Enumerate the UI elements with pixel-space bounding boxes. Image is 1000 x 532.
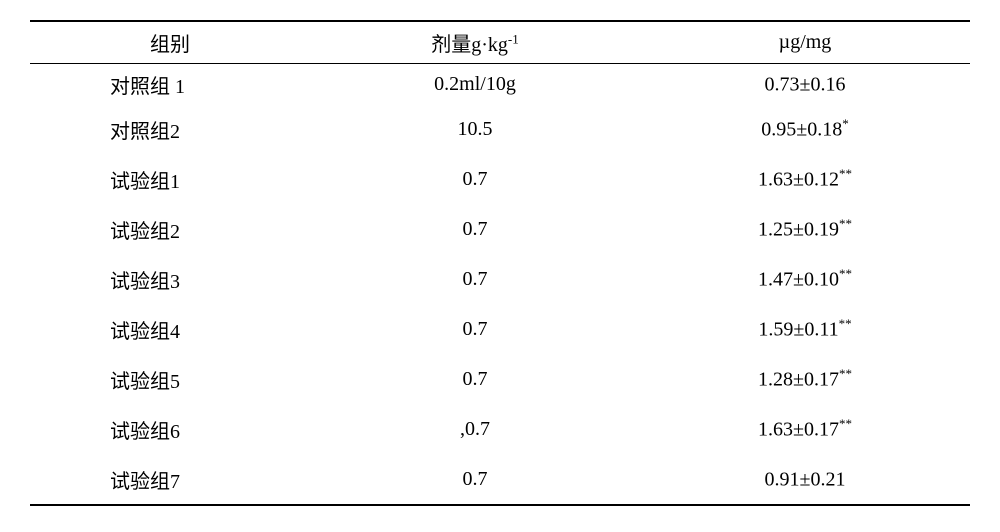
cell-dose: 0.7 xyxy=(310,304,640,354)
table-row: 对照组210.50.95±0.18* xyxy=(30,104,970,154)
cell-dose: 0.7 xyxy=(310,154,640,204)
cell-result: 0.95±0.18* xyxy=(640,104,970,154)
significance-marker: ** xyxy=(839,416,852,431)
col-header-group: 组别 xyxy=(30,21,310,64)
cell-dose: 0.7 xyxy=(310,204,640,254)
cell-group: 试验组3 xyxy=(30,254,310,304)
result-value: 1.59±0.11 xyxy=(758,319,838,341)
cell-result: 1.63±0.17** xyxy=(640,404,970,454)
cell-result: 0.73±0.16 xyxy=(640,64,970,105)
cell-dose: 0.7 xyxy=(310,354,640,404)
result-value: 1.47±0.10 xyxy=(758,269,839,291)
cell-group: 试验组5 xyxy=(30,354,310,404)
table-row: 试验组20.71.25±0.19** xyxy=(30,204,970,254)
cell-group: 对照组 1 xyxy=(30,64,310,105)
result-value: 1.28±0.17 xyxy=(758,369,839,391)
cell-group: 试验组4 xyxy=(30,304,310,354)
cell-group: 试验组2 xyxy=(30,204,310,254)
cell-result: 0.91±0.21 xyxy=(640,454,970,505)
col-header-dose: 剂量g·kg-1 xyxy=(310,21,640,64)
cell-result: 1.47±0.10** xyxy=(640,254,970,304)
result-value: 0.91±0.21 xyxy=(765,469,846,491)
cell-dose: 10.5 xyxy=(310,104,640,154)
significance-marker: ** xyxy=(839,166,852,181)
cell-group: 试验组1 xyxy=(30,154,310,204)
result-value: 1.63±0.17 xyxy=(758,419,839,441)
cell-result: 1.28±0.17** xyxy=(640,354,970,404)
table-row: 试验组70.7 0.91±0.21 xyxy=(30,454,970,505)
table-row: 试验组40.71.59±0.11** xyxy=(30,304,970,354)
table-row: 对照组 10.2ml/10g 0.73±0.16 xyxy=(30,64,970,105)
dose-label: 剂量g·kg xyxy=(431,34,508,56)
significance-marker: * xyxy=(842,116,849,131)
table-row: 试验组50.71.28±0.17** xyxy=(30,354,970,404)
result-value: 0.95±0.18 xyxy=(761,119,842,141)
data-table: 组别 剂量g·kg-1 µg/mg 对照组 10.2ml/10g 0.73±0.1… xyxy=(30,20,970,506)
table-row: 试验组30.71.47±0.10** xyxy=(30,254,970,304)
cell-dose: 0.7 xyxy=(310,254,640,304)
cell-result: 1.63±0.12** xyxy=(640,154,970,204)
cell-result: 1.59±0.11** xyxy=(640,304,970,354)
header-row: 组别 剂量g·kg-1 µg/mg xyxy=(30,21,970,64)
significance-marker: ** xyxy=(839,216,852,231)
table-row: 试验组10.71.63±0.12** xyxy=(30,154,970,204)
cell-result: 1.25±0.19** xyxy=(640,204,970,254)
cell-dose: 0.7 xyxy=(310,454,640,505)
cell-group: 对照组2 xyxy=(30,104,310,154)
table-body: 对照组 10.2ml/10g0.73±0.16对照组210.50.95±0.18… xyxy=(30,64,970,506)
result-value: 1.63±0.12 xyxy=(758,169,839,191)
col-header-result: µg/mg xyxy=(640,21,970,64)
cell-group: 试验组6 xyxy=(30,404,310,454)
cell-group: 试验组7 xyxy=(30,454,310,505)
significance-marker: ** xyxy=(839,366,852,381)
dose-exponent: -1 xyxy=(508,31,519,46)
significance-marker: ** xyxy=(839,266,852,281)
cell-dose: ,0.7 xyxy=(310,404,640,454)
result-value: 0.73±0.16 xyxy=(765,74,846,96)
cell-dose: 0.2ml/10g xyxy=(310,64,640,105)
significance-marker: ** xyxy=(839,316,852,331)
result-value: 1.25±0.19 xyxy=(758,219,839,241)
table-row: 试验组6,0.71.63±0.17** xyxy=(30,404,970,454)
